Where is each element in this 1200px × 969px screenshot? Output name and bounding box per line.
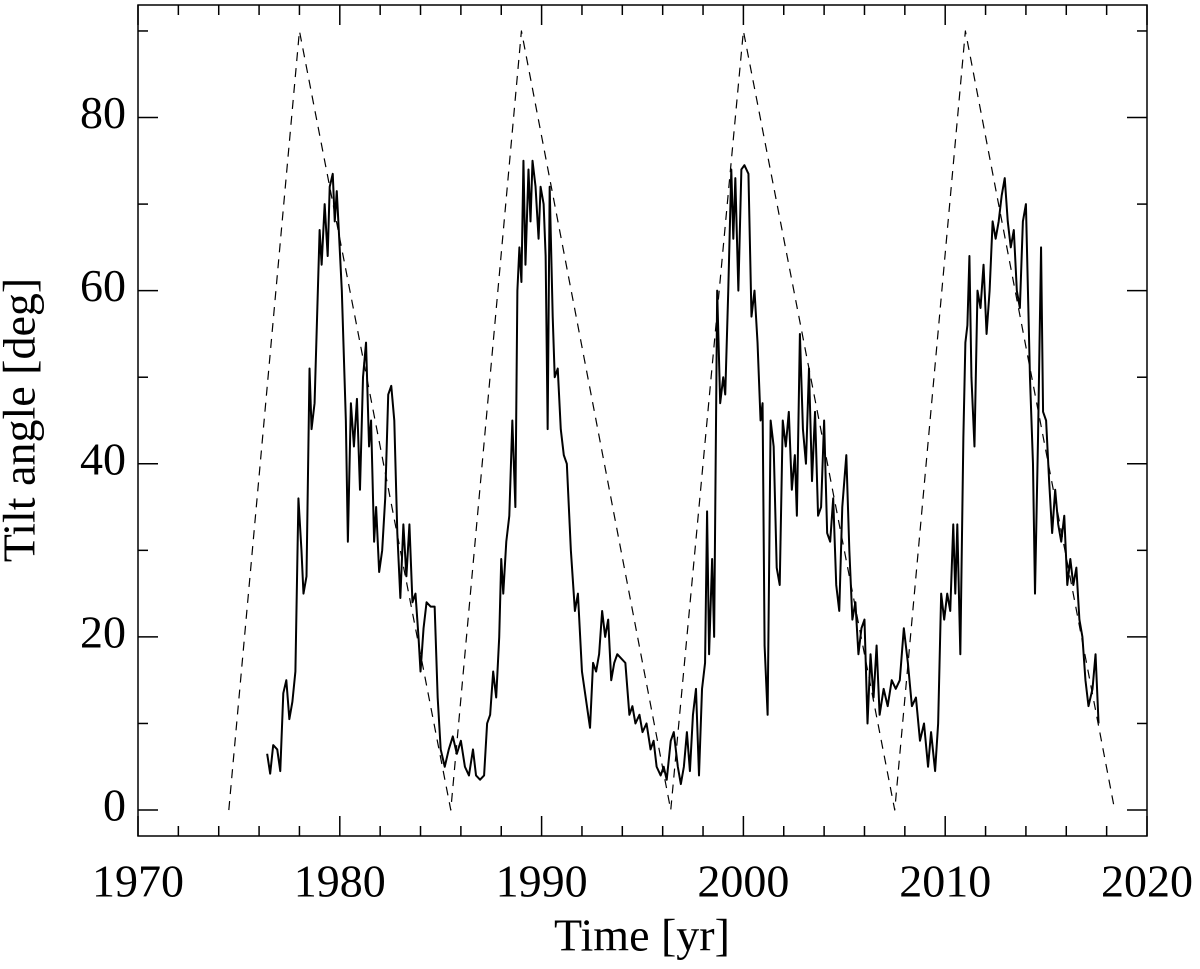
x-tick-label: 2010 [899, 856, 991, 907]
y-tick-label: 0 [103, 780, 126, 831]
dashed-line [228, 30, 1116, 811]
x-tick-label: 1990 [496, 856, 588, 907]
plot-frame [137, 4, 1148, 837]
x-tick-label: 1980 [294, 856, 386, 907]
x-tick-label: 1970 [92, 856, 184, 907]
x-axis-label: Time [yr] [554, 910, 730, 961]
data-line [266, 159, 1100, 786]
x-tick-label: 2000 [697, 856, 789, 907]
y-tick-label: 40 [80, 433, 126, 484]
y-tick-label: 80 [80, 87, 126, 138]
y-axis-label: Tilt angle [deg] [0, 278, 45, 563]
x-tick-label: 2020 [1101, 856, 1193, 907]
y-tick-label: 60 [80, 260, 126, 311]
y-tick-label: 20 [80, 606, 126, 657]
